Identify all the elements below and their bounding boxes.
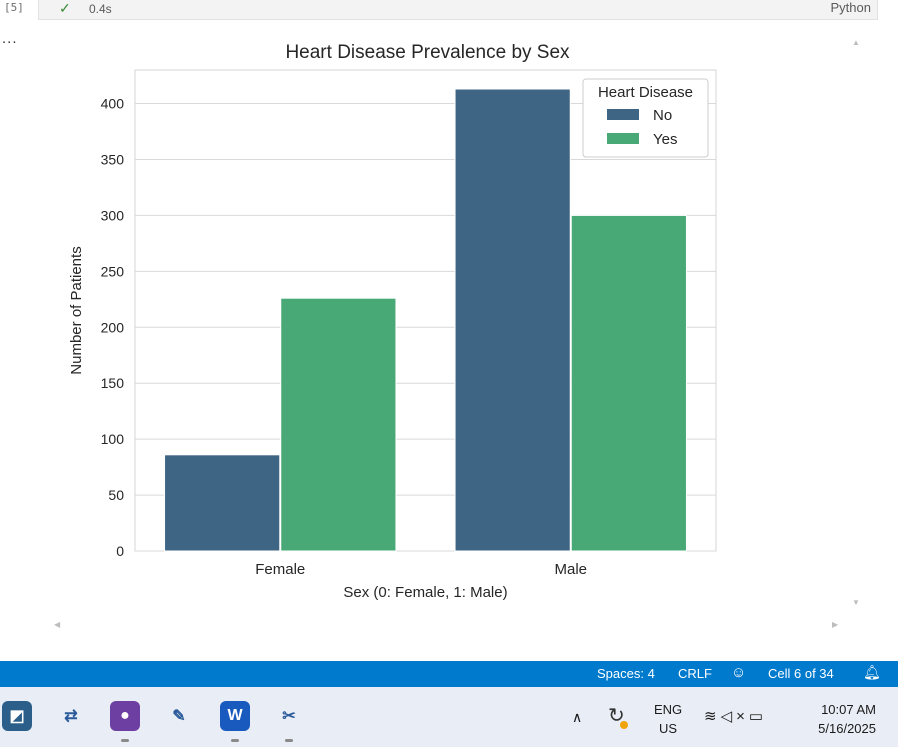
x-axis-label: Sex (0: Female, 1: Male) <box>343 584 507 601</box>
cell-header: [5] ✓ 0.4s Python <box>0 0 898 20</box>
wifi-icon[interactable]: ≋ <box>704 708 721 725</box>
snipping-tool-icon[interactable]: ✂ <box>274 701 304 731</box>
y-axis-label: Number of Patients <box>68 246 85 374</box>
running-indicator <box>121 739 129 742</box>
legend-label: No <box>653 107 672 124</box>
language-code: ENG <box>654 702 683 717</box>
copilot-icon[interactable]: ☺ <box>731 664 747 681</box>
cell-status-bar: ✓ 0.4s Python <box>38 0 878 20</box>
bar-chart: 0 50 100 150 200 250 300 350 400 Female Male Heart … <box>68 42 717 601</box>
bar-yes-male <box>570 214 687 552</box>
y-tick-label: 350 <box>101 151 125 167</box>
sync-app-icon[interactable]: ⇄ <box>56 701 86 731</box>
taskbar: ◩ ⇄ ● ✎ W ✂ ∧ ↻ ENG US ≋◁×▭ 10:07 AM 5/16/202… <box>0 687 898 747</box>
notification-bell-icon[interactable]: 🔔︎ <box>863 664 881 680</box>
legend-title: Heart Disease <box>598 84 693 101</box>
notes-app-icon[interactable]: ✎ <box>164 701 194 731</box>
remote-desktop-icon[interactable]: ◩ <box>2 701 32 731</box>
y-tick-label: 100 <box>101 431 125 447</box>
bar-no-female <box>164 454 281 552</box>
y-tick-label: 200 <box>101 319 125 335</box>
legend-label: Yes <box>653 131 677 148</box>
chart-title: Heart Disease Prevalence by Sex <box>285 42 570 63</box>
y-tick-label: 250 <box>101 263 125 279</box>
scroll-up-arrow-icon[interactable]: ▲ <box>852 38 860 47</box>
clock-date: 5/16/2025 <box>818 721 876 736</box>
sync-warning-dot <box>620 721 628 729</box>
github-icon[interactable]: ● <box>110 701 140 731</box>
indentation-status[interactable]: Spaces: 4 <box>597 666 655 681</box>
y-tick-label: 400 <box>101 96 125 112</box>
battery-icon[interactable]: ▭ <box>748 708 768 725</box>
scroll-left-arrow-icon[interactable]: ◀ <box>54 620 61 629</box>
volume-muted-icon[interactable]: ◁× <box>720 708 749 725</box>
bar-yes-female <box>280 297 397 552</box>
y-tick-label: 300 <box>101 207 125 223</box>
legend-swatch <box>607 109 639 120</box>
clock-time: 10:07 AM <box>821 702 876 717</box>
kernel-language-button[interactable]: Python <box>830 0 871 15</box>
bar-no-male <box>454 88 571 552</box>
check-icon: ✓ <box>59 0 71 16</box>
output-more-button[interactable]: ... <box>2 30 18 47</box>
execution-time: 0.4s <box>89 2 112 16</box>
execution-count: [5] <box>4 1 24 14</box>
running-indicator <box>231 739 239 742</box>
y-tick-label: 50 <box>108 487 124 503</box>
word-icon[interactable]: W <box>220 701 250 731</box>
y-tick-label: 0 <box>116 543 124 559</box>
region-code: US <box>659 721 678 736</box>
x-tick-label: Male <box>554 561 587 578</box>
legend-swatch <box>607 133 639 144</box>
clock[interactable]: 10:07 AM 5/16/2025 <box>800 700 876 747</box>
y-tick-label: 150 <box>101 375 125 391</box>
line-ending-status[interactable]: CRLF <box>678 666 712 681</box>
system-tray-icons[interactable]: ≋◁×▭ <box>704 707 767 747</box>
scroll-down-arrow-icon[interactable]: ▼ <box>852 598 860 607</box>
scroll-right-arrow-icon[interactable]: ▶ <box>832 620 839 629</box>
status-bar: Spaces: 4 CRLF ☺ Cell 6 of 34 🔔︎ <box>0 661 898 687</box>
x-tick-label: Female <box>255 561 305 578</box>
running-indicator <box>285 739 293 742</box>
input-language-indicator[interactable]: ENG US <box>654 700 682 747</box>
show-hidden-icons-chevron-icon[interactable]: ∧ <box>572 709 583 725</box>
cell-position-status[interactable]: Cell 6 of 34 <box>768 666 834 681</box>
